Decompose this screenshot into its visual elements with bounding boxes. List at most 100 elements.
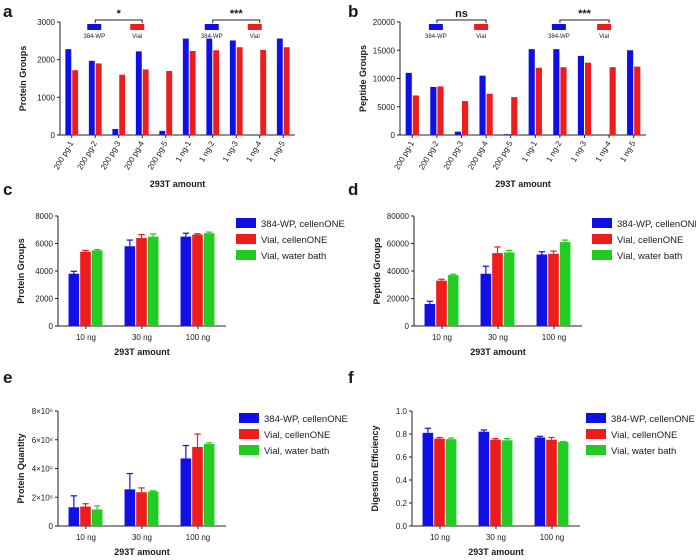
bar-384-wp — [159, 130, 166, 135]
panel-label-e: e — [3, 368, 12, 387]
bar-vial — [585, 62, 592, 135]
bar-384-wp — [577, 55, 584, 135]
bar-384-wp-cellenone — [534, 437, 546, 526]
legend-label-384-wp-cellenone: 384-WP, cellenONE — [264, 414, 348, 425]
y-tick-label: 0 — [49, 522, 54, 531]
bar-384-wp-cellenone — [124, 246, 136, 326]
bar-vial-water-bath — [203, 233, 215, 326]
bar-vial — [486, 93, 493, 135]
y-tick-label: 2×10⁶ — [32, 493, 53, 502]
x-axis-title: 293T amount — [114, 347, 170, 357]
legend-swatch-384-wp — [204, 24, 219, 30]
y-tick-label: 20000 — [373, 18, 396, 27]
x-axis-title: 293T amount — [114, 547, 170, 557]
bar-vial-water-bath — [559, 242, 571, 326]
bar-vial — [535, 67, 542, 135]
y-tick-label: 5000 — [377, 103, 395, 112]
inset-legend: 384-WP Vial — [201, 24, 262, 40]
bar-384-wp-cellenone — [180, 236, 192, 326]
legend-swatch-vial-water-bath — [586, 445, 606, 455]
panel-label-b: b — [348, 2, 358, 21]
x-tick-label: 100 ng — [542, 333, 566, 342]
y-axis-title: Peptide Groups — [372, 237, 382, 304]
panel-label-d: d — [348, 180, 358, 199]
bar-vial-water-bath — [203, 444, 215, 526]
inset-legend: 384-WP Vial — [83, 24, 145, 40]
y-tick-label: 80000 — [387, 212, 410, 221]
bar-384-wp — [88, 60, 95, 136]
legend-label-vial-cellenone: Vial, cellenONE — [261, 235, 327, 246]
bar-vial-water-bath — [557, 442, 569, 526]
x-tick-label: 10 ng — [430, 533, 450, 542]
bar-384-wp — [229, 40, 236, 135]
x-tick-label: 30 ng — [486, 533, 506, 542]
x-axis-title: 293T amount — [495, 179, 551, 189]
y-tick-label: 8×10⁶ — [32, 407, 53, 416]
x-tick-label: 30 ng — [488, 333, 508, 342]
legend-label-vial-water-bath: Vial, water bath — [264, 446, 329, 457]
bar-384-wp — [182, 38, 189, 135]
x-tick-label: 100 ng — [540, 533, 564, 542]
x-tick-label: 1 ng-2 — [197, 139, 216, 164]
bar-384-wp-cellenone — [68, 507, 80, 526]
bar-vial — [560, 67, 567, 135]
legend-label-vial-cellenone: Vial, cellenONE — [617, 235, 683, 246]
y-tick-label: 10000 — [373, 75, 396, 84]
bar-vial-cellenone — [136, 492, 147, 526]
bar-384-wp-cellenone — [68, 273, 80, 326]
legend-label-384-wp: 384-WP — [425, 34, 447, 40]
legend-swatch-384-wp — [551, 24, 566, 30]
panel-label-f: f — [348, 368, 354, 387]
bar-vial — [260, 49, 267, 135]
x-tick-label: 200 pg-4 — [466, 139, 490, 171]
bar-vial — [119, 74, 126, 135]
inset-legend: 384-WP Vial — [425, 24, 489, 40]
bar-384-wp-cellenone — [424, 304, 436, 326]
x-axis-title: 293T amount — [470, 347, 526, 357]
bar-384-wp — [553, 49, 560, 136]
bar-384-wp-cellenone — [536, 254, 548, 326]
x-tick-label: 1 ng-4 — [594, 139, 613, 164]
bar-vial — [437, 86, 444, 135]
legend-label-vial-cellenone: Vial, cellenONE — [611, 430, 677, 441]
bar-vial-cellenone — [136, 238, 147, 326]
bar-384-wp — [479, 75, 486, 135]
bar-384-wp-cellenone — [480, 273, 492, 326]
legend-swatch-vial-water-bath — [236, 250, 256, 260]
bar-384-wp — [112, 128, 119, 135]
x-tick-label: 200 pg-2 — [75, 139, 99, 171]
bar-vial — [166, 70, 173, 135]
y-tick-label: 60000 — [387, 240, 410, 249]
x-tick-label: 100 ng — [186, 333, 210, 342]
bar-vial-water-bath — [503, 252, 515, 326]
bar-384-wp-cellenone — [422, 432, 434, 526]
y-tick-label: 0 — [51, 131, 56, 140]
bar-384-wp — [276, 38, 283, 135]
legend-label-384-wp: 384-WP — [548, 34, 570, 40]
x-tick-label: 100 ng — [186, 533, 210, 542]
legend-label-vial-water-bath: Vial, water bath — [617, 251, 682, 262]
x-tick-label: 1 ng-4 — [244, 139, 263, 164]
significance-label: *** — [578, 8, 592, 20]
y-tick-label: 0.4 — [396, 476, 408, 485]
y-tick-label: 6×10⁶ — [32, 436, 53, 445]
legend-swatch-384-wp-cellenone — [592, 218, 612, 228]
y-tick-label: 0 — [405, 322, 410, 331]
bar-vial-water-bath — [501, 440, 513, 526]
bar-vial-cellenone — [192, 234, 203, 326]
x-tick-label: 200 pg-1 — [52, 139, 76, 171]
y-tick-label: 40000 — [387, 267, 410, 276]
legend-swatch-vial-cellenone — [236, 234, 256, 244]
legend-swatch-vial-cellenone — [239, 429, 259, 439]
legend-swatch-vial-water-bath — [592, 250, 612, 260]
legend-label-vial-cellenone: Vial, cellenONE — [264, 430, 330, 441]
x-tick-label: 200 pg-4 — [122, 139, 146, 171]
legend-label-384-wp: 384-WP — [201, 34, 223, 40]
chart-panel-d: 0 20000 40000 60000 80000 Peptide Groups 10 ng… — [372, 212, 696, 357]
legend: 384-WP, cellenONE Vial, cellenONE Vial, wa… — [586, 413, 695, 457]
legend-swatch-384-wp-cellenone — [236, 218, 256, 228]
y-tick-label: 0.6 — [396, 453, 408, 462]
bar-vial — [236, 47, 243, 136]
bar-vial-cellenone — [492, 253, 503, 326]
x-tick-label: 1 ng-2 — [544, 139, 563, 164]
